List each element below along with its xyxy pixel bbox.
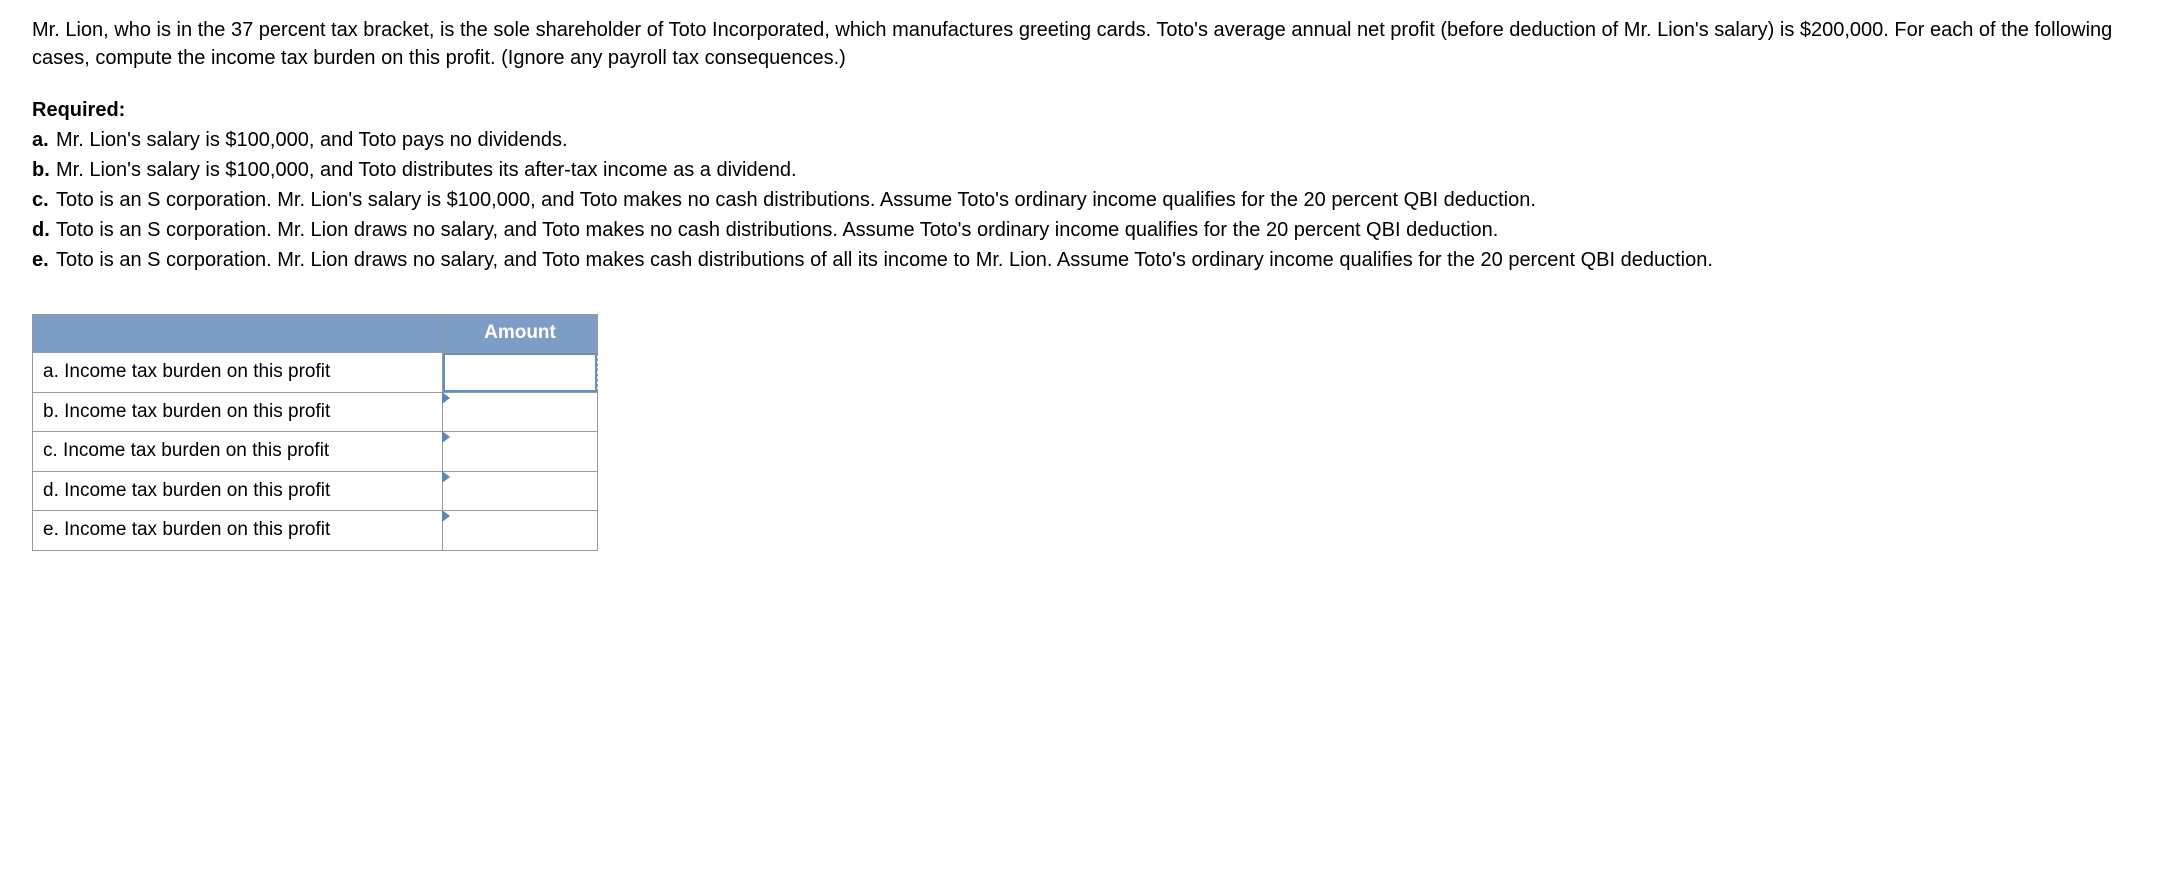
required-item-c: c. Toto is an S corporation. Mr. Lion's …	[32, 186, 2142, 214]
table-row: d. Income tax burden on this profit	[33, 471, 598, 511]
required-item-d: d. Toto is an S corporation. Mr. Lion dr…	[32, 216, 2142, 244]
amount-cell[interactable]	[443, 353, 598, 393]
problem-statement: Mr. Lion, who is in the 37 percent tax b…	[32, 16, 2142, 72]
row-label: d. Income tax burden on this profit	[33, 471, 443, 511]
required-marker: e.	[32, 246, 56, 274]
required-list: a. Mr. Lion's salary is $100,000, and To…	[32, 126, 2142, 274]
required-marker: a.	[32, 126, 56, 154]
amount-input-a[interactable]	[443, 353, 597, 392]
table-row: c. Income tax burden on this profit	[33, 432, 598, 472]
row-label: c. Income tax burden on this profit	[33, 432, 443, 472]
required-item-b: b. Mr. Lion's salary is $100,000, and To…	[32, 156, 2142, 184]
triangle-marker-icon	[442, 392, 450, 404]
row-label: e. Income tax burden on this profit	[33, 511, 443, 551]
table-header-row: Amount	[33, 315, 598, 353]
required-text: Toto is an S corporation. Mr. Lion draws…	[56, 216, 2142, 244]
header-amount-cell: Amount	[443, 315, 598, 353]
amount-input-c[interactable]	[443, 432, 597, 471]
amount-cell[interactable]	[443, 471, 598, 511]
row-label: b. Income tax burden on this profit	[33, 392, 443, 432]
required-text: Toto is an S corporation. Mr. Lion's sal…	[56, 186, 2142, 214]
amount-input-b[interactable]	[443, 393, 597, 432]
amount-input-e[interactable]	[443, 511, 597, 550]
triangle-marker-icon	[442, 431, 450, 443]
required-marker: b.	[32, 156, 56, 184]
required-heading: Required:	[32, 96, 2142, 124]
table-row: b. Income tax burden on this profit	[33, 392, 598, 432]
required-marker: d.	[32, 216, 56, 244]
triangle-marker-icon	[442, 471, 450, 483]
required-marker: c.	[32, 186, 56, 214]
table-row: e. Income tax burden on this profit	[33, 511, 598, 551]
amount-cell[interactable]	[443, 432, 598, 472]
amount-cell[interactable]	[443, 392, 598, 432]
required-item-a: a. Mr. Lion's salary is $100,000, and To…	[32, 126, 2142, 154]
triangle-marker-icon	[442, 510, 450, 522]
required-text: Mr. Lion's salary is $100,000, and Toto …	[56, 126, 2142, 154]
amount-cell[interactable]	[443, 511, 598, 551]
row-label: a. Income tax burden on this profit	[33, 353, 443, 393]
required-item-e: e. Toto is an S corporation. Mr. Lion dr…	[32, 246, 2142, 274]
header-label-cell	[33, 315, 443, 353]
answer-table: Amount a. Income tax burden on this prof…	[32, 314, 598, 551]
required-text: Toto is an S corporation. Mr. Lion draws…	[56, 246, 2142, 274]
amount-input-d[interactable]	[443, 472, 597, 511]
required-text: Mr. Lion's salary is $100,000, and Toto …	[56, 156, 2142, 184]
table-row: a. Income tax burden on this profit	[33, 353, 598, 393]
problem-intro-text: Mr. Lion, who is in the 37 percent tax b…	[32, 19, 2112, 69]
